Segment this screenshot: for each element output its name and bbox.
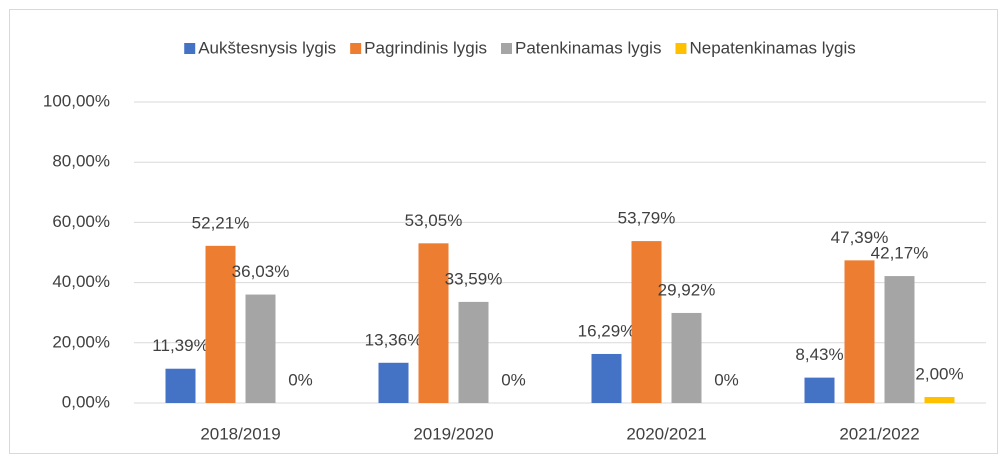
x-tick-label: 2018/2019 <box>200 424 280 443</box>
data-label: 47,39% <box>831 228 889 247</box>
bar <box>804 377 835 403</box>
data-label: 11,39% <box>152 336 208 355</box>
y-tick-label: 20,00% <box>52 332 110 351</box>
legend-label: Nepatenkinamas lygis <box>689 38 855 57</box>
x-tick-label: 2020/2021 <box>626 424 706 443</box>
x-tick-label: 2019/2020 <box>413 424 493 443</box>
data-label: 36,03% <box>232 262 290 281</box>
bar <box>671 312 702 403</box>
y-tick-label: 60,00% <box>52 212 110 231</box>
bar <box>458 301 489 403</box>
bar <box>924 396 955 403</box>
legend-swatch <box>501 43 512 54</box>
data-label: 16,29% <box>578 321 636 340</box>
bar <box>245 294 276 403</box>
data-label: 8,43% <box>795 345 843 364</box>
data-label: 2,00% <box>915 364 963 383</box>
legend-label: Patenkinamas lygis <box>515 38 661 57</box>
legend-label: Aukštesnysis lygis <box>198 38 336 57</box>
legend-swatch <box>350 43 362 54</box>
data-label: 0% <box>501 370 526 389</box>
y-tick-label: 0,00% <box>62 392 110 411</box>
data-label: 0% <box>714 370 739 389</box>
bar <box>165 368 196 403</box>
bar <box>205 245 236 403</box>
data-label: 33,59% <box>445 269 503 288</box>
bar <box>418 243 449 403</box>
legend-label: Pagrindinis lygis <box>364 38 487 57</box>
data-label: 0% <box>288 370 313 389</box>
legend-swatch <box>184 43 196 54</box>
bar <box>884 276 915 403</box>
y-tick-label: 80,00% <box>52 152 110 171</box>
bar <box>844 260 875 403</box>
data-label: 42,17% <box>871 244 929 263</box>
bar <box>378 362 409 403</box>
x-tick-label: 2021/2022 <box>839 424 919 443</box>
y-tick-label: 40,00% <box>52 272 110 291</box>
data-label: 29,92% <box>658 280 716 299</box>
bar <box>591 353 622 403</box>
data-label: 13,36% <box>365 330 423 349</box>
data-label: 52,21% <box>192 213 250 232</box>
legend-swatch <box>675 43 687 54</box>
data-label: 53,79% <box>618 209 676 228</box>
bar <box>631 241 662 403</box>
data-label: 53,05% <box>405 211 463 230</box>
y-tick-label: 100,00% <box>43 91 110 110</box>
